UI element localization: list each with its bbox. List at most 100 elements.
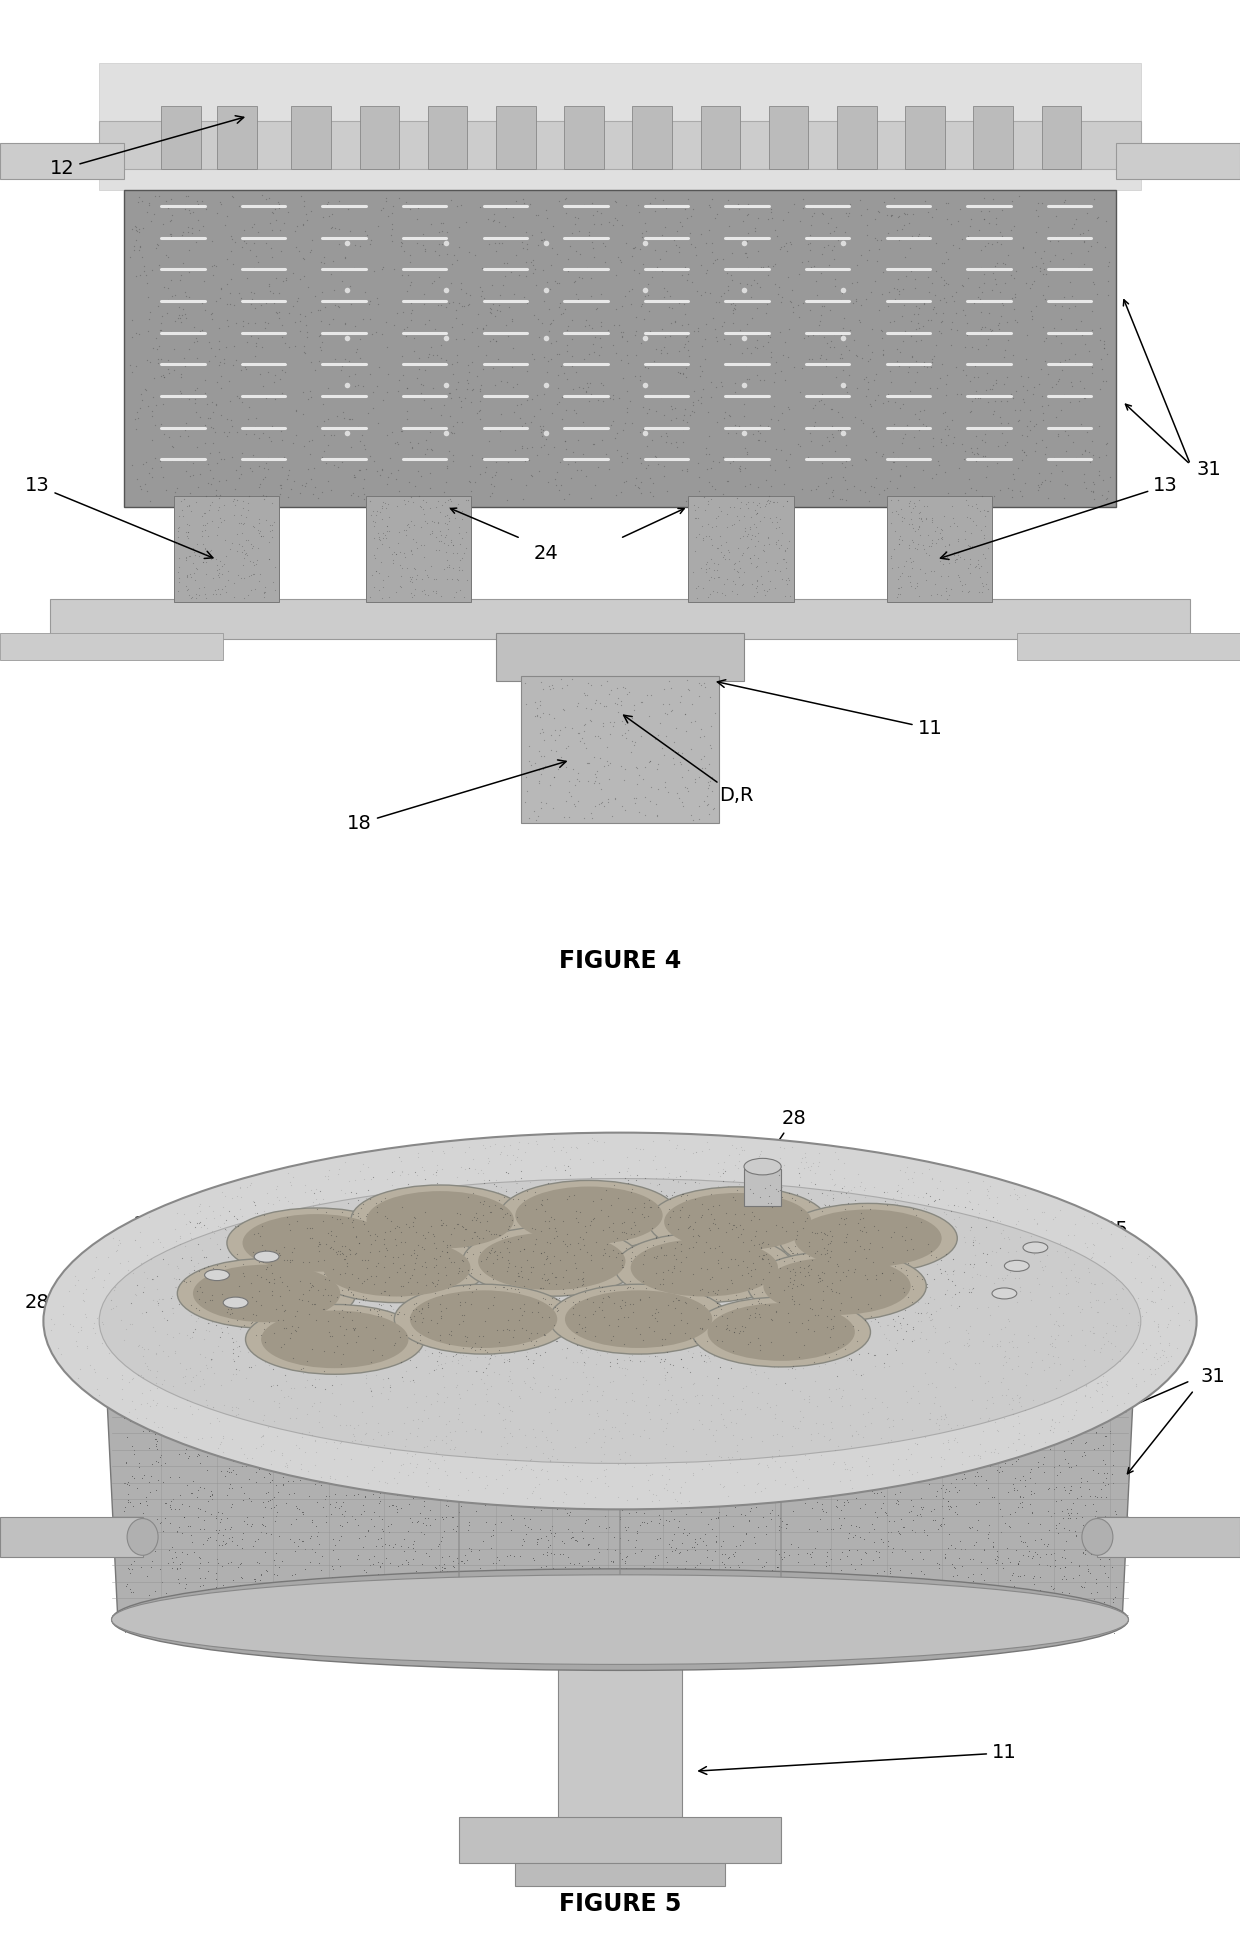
Point (311, 1335, 331, 1367)
Point (606, 260, 626, 291)
Point (185, 1335, 205, 1367)
Point (702, 237, 722, 268)
Point (973, 1535, 993, 1566)
Point (542, 1361, 562, 1392)
Point (827, 225, 847, 256)
Point (1075, 1427, 1095, 1458)
Point (211, 371, 231, 403)
Point (150, 1226, 170, 1257)
Point (427, 563, 446, 594)
Point (687, 1529, 707, 1560)
Point (184, 1367, 203, 1398)
Point (465, 1437, 485, 1468)
Point (176, 543, 196, 575)
Point (956, 1314, 976, 1345)
Point (151, 299, 171, 330)
Point (899, 1243, 919, 1275)
Point (311, 1324, 331, 1355)
Ellipse shape (308, 1234, 486, 1302)
Point (737, 242, 756, 274)
Point (341, 1277, 361, 1308)
Point (304, 1177, 324, 1208)
Point (982, 1586, 1002, 1617)
Point (1074, 1343, 1094, 1374)
Point (575, 1427, 595, 1458)
Point (1065, 338, 1085, 369)
Point (645, 1455, 665, 1486)
Point (890, 1253, 910, 1284)
Point (361, 1374, 381, 1406)
Point (476, 1214, 496, 1245)
Point (994, 1312, 1014, 1343)
Point (901, 571, 921, 602)
Point (1066, 1265, 1086, 1296)
Point (162, 444, 182, 475)
Point (249, 358, 269, 389)
Point (591, 1286, 611, 1318)
Point (820, 1394, 839, 1425)
Point (692, 387, 712, 418)
Point (1055, 344, 1075, 375)
Point (895, 418, 915, 450)
Point (661, 673, 681, 704)
Point (1087, 1519, 1107, 1550)
Point (832, 1380, 852, 1412)
Point (704, 1204, 724, 1236)
Point (563, 1384, 583, 1415)
Point (862, 413, 882, 444)
Point (557, 1200, 577, 1232)
Point (883, 1257, 903, 1288)
Point (787, 1603, 807, 1634)
Point (252, 1210, 272, 1241)
Point (1075, 1535, 1095, 1566)
Point (140, 1355, 160, 1386)
Point (805, 1238, 825, 1269)
Point (1028, 469, 1048, 500)
Point (280, 1247, 300, 1279)
Point (728, 1249, 748, 1281)
Point (242, 1281, 262, 1312)
Point (831, 342, 851, 373)
Point (260, 1437, 280, 1468)
Point (531, 1552, 551, 1584)
Point (201, 1476, 221, 1507)
Point (448, 1368, 467, 1400)
Point (758, 522, 777, 553)
Point (662, 1535, 682, 1566)
Point (689, 680, 709, 712)
Point (740, 1580, 760, 1611)
Point (527, 1445, 547, 1476)
Point (252, 1605, 272, 1636)
Point (531, 1394, 551, 1425)
Point (1081, 1267, 1101, 1298)
Point (170, 1548, 190, 1580)
Point (890, 1574, 910, 1605)
Point (120, 242, 140, 274)
Point (486, 1384, 506, 1415)
Point (925, 1185, 945, 1216)
Point (591, 1193, 611, 1224)
Point (766, 1406, 786, 1437)
Point (253, 1220, 273, 1251)
Point (565, 1394, 585, 1425)
Point (999, 1365, 1019, 1396)
Point (978, 532, 998, 563)
Point (712, 1189, 732, 1220)
Point (645, 196, 665, 227)
Point (649, 749, 668, 780)
Point (533, 716, 553, 747)
Point (455, 1288, 475, 1320)
Point (821, 1388, 841, 1419)
Point (774, 1410, 794, 1441)
Point (149, 289, 169, 321)
Point (616, 1142, 636, 1173)
Point (1011, 1595, 1030, 1627)
Point (459, 1298, 479, 1329)
Point (1080, 1601, 1100, 1632)
Point (397, 1390, 417, 1421)
Point (830, 1238, 849, 1269)
Point (843, 471, 863, 502)
Point (802, 1253, 822, 1284)
Point (184, 311, 203, 342)
Point (467, 313, 487, 344)
